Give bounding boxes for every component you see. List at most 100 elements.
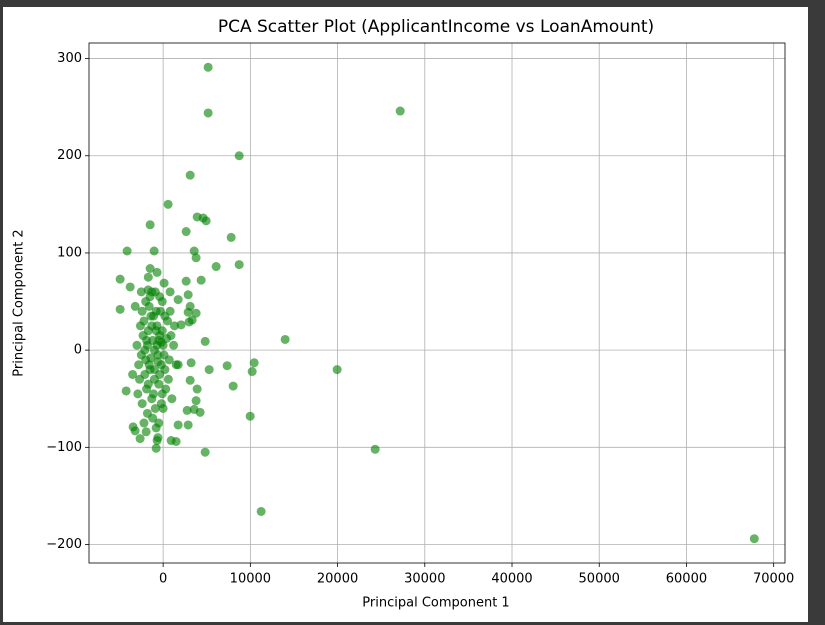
point: [150, 403, 160, 413]
axes-frame: [88, 42, 786, 564]
point: [187, 315, 197, 325]
point: [203, 108, 213, 118]
point: [151, 443, 161, 453]
point: [249, 358, 259, 368]
point: [191, 308, 201, 318]
point: [149, 389, 159, 399]
point: [145, 263, 155, 273]
point: [201, 216, 211, 226]
point: [143, 379, 153, 389]
point: [145, 220, 155, 230]
y-tick-label: 0: [74, 343, 82, 358]
point: [173, 420, 183, 430]
point: [154, 379, 164, 389]
point: [149, 246, 159, 256]
point: [166, 436, 176, 446]
x-tick-label: 60000: [666, 572, 707, 587]
point: [147, 321, 157, 331]
point: [159, 350, 169, 360]
point: [165, 306, 175, 316]
point: [200, 336, 210, 346]
point: [211, 262, 221, 272]
point: [181, 227, 191, 237]
point: [196, 275, 206, 285]
point: [185, 170, 195, 180]
y-tick-label: −100: [46, 440, 82, 455]
point: [146, 353, 156, 363]
y-tick-label: 200: [57, 148, 82, 163]
point: [204, 365, 214, 375]
point: [185, 375, 195, 385]
point: [191, 253, 201, 263]
point: [147, 287, 157, 297]
point: [155, 292, 165, 302]
x-tick-label: 0: [159, 572, 167, 587]
point: [192, 384, 202, 394]
point: [151, 306, 161, 316]
point: [183, 290, 193, 300]
x-axis-label: Principal Component 1: [362, 596, 509, 611]
point: [157, 326, 167, 336]
point: [156, 399, 166, 409]
point: [132, 340, 142, 350]
point: [133, 389, 143, 399]
point: [122, 246, 132, 256]
x-tick-label: 40000: [491, 572, 532, 587]
point: [161, 384, 171, 394]
point: [181, 276, 191, 286]
point: [142, 335, 152, 345]
point: [125, 282, 135, 292]
point: [189, 404, 199, 414]
point: [137, 399, 147, 409]
point: [228, 381, 238, 391]
y-tick-label: 300: [57, 51, 82, 66]
point: [151, 423, 161, 433]
x-tick-label: 30000: [404, 572, 445, 587]
point: [185, 301, 195, 311]
chart-title: PCA Scatter Plot (ApplicantIncome vs Loa…: [218, 17, 654, 37]
point: [136, 287, 146, 297]
point: [191, 396, 201, 406]
point: [370, 444, 380, 454]
chart: PCA Scatter Plot (ApplicantIncome vs Loa…: [12, 17, 795, 611]
point: [165, 287, 175, 297]
x-tick-label: 50000: [579, 572, 620, 587]
point: [130, 301, 140, 311]
point: [234, 260, 244, 270]
point: [171, 360, 181, 370]
point: [189, 246, 199, 256]
y-axis-label: Principal Component 2: [12, 229, 27, 376]
point: [395, 106, 405, 116]
point: [332, 365, 342, 375]
point: [234, 151, 244, 161]
point: [186, 358, 196, 368]
point: [152, 267, 162, 277]
point: [153, 433, 163, 443]
point: [163, 199, 173, 209]
point: [200, 447, 210, 457]
point: [153, 357, 163, 367]
point: [203, 62, 213, 72]
x-tick-label: 10000: [230, 572, 271, 587]
point: [134, 360, 144, 370]
point: [155, 369, 165, 379]
point: [226, 232, 236, 242]
x-tick-label: 70000: [753, 572, 794, 587]
point: [139, 418, 149, 428]
point: [135, 434, 145, 444]
y-tick-label: −200: [46, 537, 82, 552]
point: [169, 340, 179, 350]
point: [749, 534, 759, 544]
point: [115, 304, 125, 314]
point: [159, 278, 169, 288]
plot-frame: PCA Scatter Plot (ApplicantIncome vs Loa…: [3, 7, 808, 622]
point: [137, 306, 147, 316]
point: [135, 374, 145, 384]
point: [167, 394, 177, 404]
point: [169, 321, 179, 331]
point: [166, 331, 176, 341]
point: [128, 369, 138, 379]
point: [163, 374, 173, 384]
point: [141, 427, 151, 437]
